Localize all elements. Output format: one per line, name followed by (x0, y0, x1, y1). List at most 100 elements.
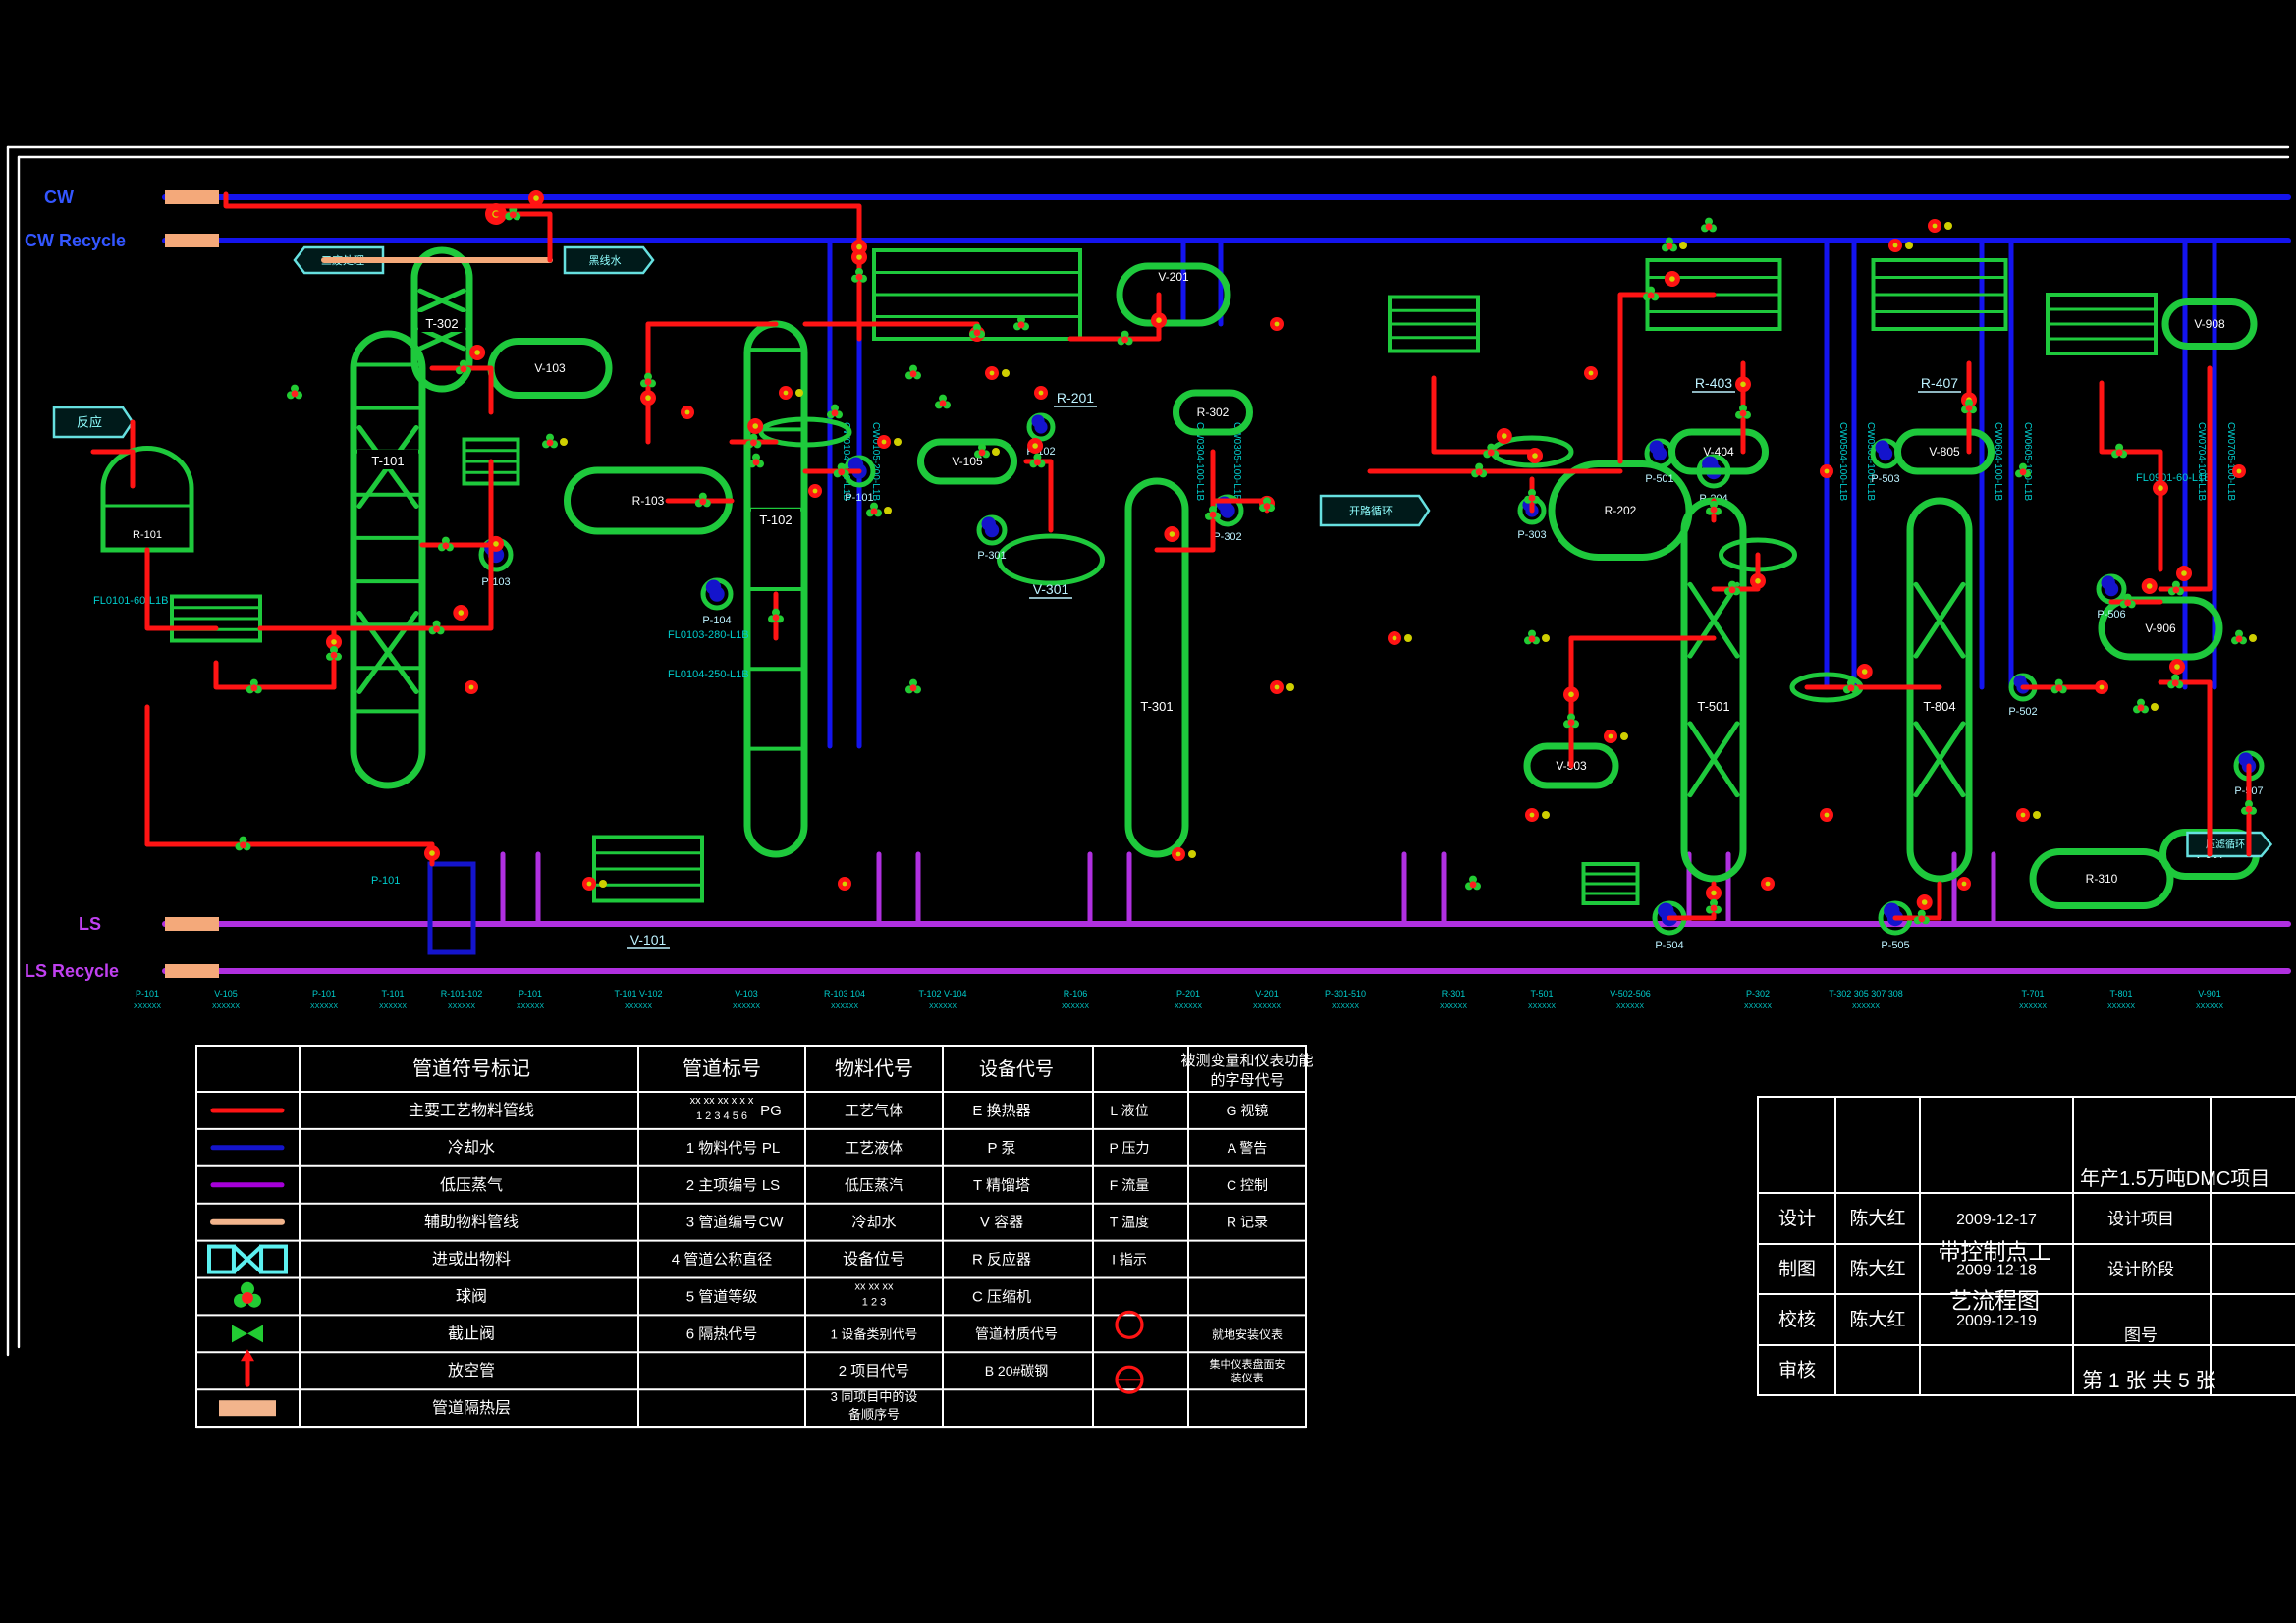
svg-text:XXXXXX: XXXXXX (517, 1003, 544, 1010)
svg-text:1 2 3: 1 2 3 (862, 1297, 886, 1309)
svg-text:XXXXXX: XXXXXX (1253, 1003, 1281, 1010)
svg-text:制图: 制图 (1778, 1259, 1816, 1280)
svg-text:集中仪表盘面安: 集中仪表盘面安 (1210, 1357, 1285, 1371)
svg-text:P-502: P-502 (2008, 706, 2037, 718)
svg-text:XXXXXX: XXXXXX (1528, 1003, 1556, 1010)
svg-text:F 流量: F 流量 (1110, 1177, 1149, 1193)
svg-text:2009-12-19: 2009-12-19 (1956, 1313, 2037, 1329)
svg-text:XXXXXX: XXXXXX (1744, 1003, 1772, 1010)
svg-text:P-101: P-101 (845, 492, 873, 504)
svg-text:设计项目: 设计项目 (2107, 1210, 2174, 1228)
svg-text:R-106: R-106 (1064, 989, 1088, 999)
svg-text:陈大红: 陈大红 (1849, 1259, 1905, 1280)
svg-text:V-301: V-301 (1033, 581, 1069, 597)
svg-text:R-103: R-103 (632, 494, 665, 508)
svg-text:2009-12-17: 2009-12-17 (1956, 1212, 2037, 1228)
svg-text:C 压缩机: C 压缩机 (972, 1289, 1031, 1306)
svg-text:物料代号: 物料代号 (835, 1057, 913, 1080)
svg-text:P-101: P-101 (136, 989, 159, 999)
svg-text:V-101: V-101 (630, 932, 667, 947)
svg-text:CW Recycle: CW Recycle (25, 231, 126, 250)
svg-text:2 项目代号: 2 项目代号 (839, 1363, 910, 1380)
svg-text:开路循环: 开路循环 (1349, 505, 1393, 517)
svg-text:V-103: V-103 (534, 361, 566, 375)
svg-text:P-201: P-201 (1176, 989, 1200, 999)
svg-text:校核: 校核 (1778, 1309, 1816, 1330)
svg-text:FL0103-280-L1B: FL0103-280-L1B (668, 629, 749, 641)
svg-text:C 控制: C 控制 (1227, 1177, 1268, 1193)
svg-text:3 管道编号: 3 管道编号 (686, 1215, 758, 1231)
svg-text:R-302: R-302 (1197, 406, 1230, 419)
svg-text:R-101-102: R-101-102 (441, 989, 483, 999)
svg-text:LS: LS (79, 914, 101, 934)
svg-text:T-302 305 307 308: T-302 305 307 308 (1829, 989, 1903, 999)
svg-text:V-105: V-105 (214, 989, 238, 999)
svg-text:V-404: V-404 (1703, 445, 1734, 459)
svg-text:XXXXXX: XXXXXX (1332, 1003, 1359, 1010)
svg-text:XXXXXX: XXXXXX (2019, 1003, 2047, 1010)
svg-text:xx xx xx x x x: xx xx xx x x x (690, 1095, 754, 1107)
svg-text:P-503: P-503 (1871, 473, 1899, 485)
svg-text:进或出物料: 进或出物料 (432, 1251, 511, 1269)
svg-text:G 视镜: G 视镜 (1227, 1103, 1269, 1118)
svg-text:B 20#碳钢: B 20#碳钢 (985, 1363, 1049, 1379)
svg-text:辅助物料管线: 辅助物料管线 (424, 1214, 519, 1231)
svg-text:备顺序号: 备顺序号 (848, 1407, 900, 1422)
svg-text:低压蒸气: 低压蒸气 (440, 1176, 503, 1194)
svg-text:设计: 设计 (1778, 1208, 1816, 1229)
svg-text:1 物料代号: 1 物料代号 (686, 1140, 758, 1157)
svg-text:V-805: V-805 (1929, 445, 1960, 459)
svg-text:管道标号: 管道标号 (683, 1057, 761, 1080)
svg-text:V-908: V-908 (2194, 317, 2225, 331)
svg-text:工艺液体: 工艺液体 (845, 1140, 903, 1157)
svg-text:2009-12-18: 2009-12-18 (1956, 1263, 2037, 1279)
svg-text:第 1 张 共 5 张: 第 1 张 共 5 张 (2082, 1370, 2216, 1392)
svg-text:R-407: R-407 (1921, 375, 1958, 391)
svg-text:就地安装仪表: 就地安装仪表 (1212, 1326, 1283, 1341)
svg-text:工艺气体: 工艺气体 (845, 1103, 903, 1119)
svg-text:1 2 3 4 5 6: 1 2 3 4 5 6 (696, 1110, 747, 1122)
svg-text:V-201: V-201 (1255, 989, 1279, 999)
svg-text:管道符号标记: 管道符号标记 (412, 1057, 530, 1080)
svg-text:T 精馏塔: T 精馏塔 (973, 1177, 1030, 1194)
svg-text:T-101: T-101 (381, 989, 404, 999)
svg-text:XXXXXX: XXXXXX (134, 1003, 161, 1010)
svg-text:R-201: R-201 (1057, 390, 1094, 406)
svg-text:P-103: P-103 (481, 576, 510, 588)
svg-text:冷却水: 冷却水 (448, 1139, 495, 1157)
svg-text:V-901: V-901 (2198, 989, 2221, 999)
svg-text:P-301-510: P-301-510 (1325, 989, 1366, 999)
svg-text:XXXXXX: XXXXXX (831, 1003, 858, 1010)
svg-text:带控制点工: 带控制点工 (1939, 1239, 2051, 1265)
svg-text:R-202: R-202 (1605, 504, 1637, 517)
svg-text:R 记录: R 记录 (1227, 1215, 1268, 1230)
svg-text:FL0104-250-L1B: FL0104-250-L1B (668, 669, 749, 680)
svg-text:XXXXXX: XXXXXX (310, 1003, 338, 1010)
svg-text:PL: PL (762, 1140, 780, 1157)
svg-text:图号: 图号 (2124, 1326, 2158, 1345)
svg-text:被测变量和仪表功能: 被测变量和仪表功能 (1180, 1053, 1313, 1069)
svg-text:4 管道公称直径: 4 管道公称直径 (672, 1252, 773, 1269)
svg-text:V-502-506: V-502-506 (1610, 989, 1651, 999)
svg-text:XXXXXX: XXXXXX (1175, 1003, 1202, 1010)
svg-text:年产1.5万吨DMC项目: 年产1.5万吨DMC项目 (2080, 1167, 2269, 1190)
svg-text:P 泵: P 泵 (988, 1140, 1016, 1157)
svg-text:T-101: T-101 (371, 454, 404, 468)
svg-text:放空管: 放空管 (448, 1362, 495, 1380)
svg-text:V-201: V-201 (1158, 270, 1189, 284)
svg-text:V-906: V-906 (2145, 622, 2176, 635)
svg-text:XXXXXX: XXXXXX (1852, 1003, 1880, 1010)
svg-text:XXXXXX: XXXXXX (929, 1003, 957, 1010)
svg-text:CW0604-100-L1B: CW0604-100-L1B (1993, 422, 2003, 501)
svg-text:XXXXXX: XXXXXX (1616, 1003, 1644, 1010)
svg-text:V 容器: V 容器 (980, 1215, 1023, 1231)
svg-text:LS Recycle: LS Recycle (25, 961, 119, 981)
svg-text:5 管道等级: 5 管道等级 (686, 1288, 758, 1306)
svg-text:P-301: P-301 (977, 550, 1006, 562)
svg-text:CW0504-100-L1B: CW0504-100-L1B (1837, 422, 1848, 501)
svg-text:6 隔热代号: 6 隔热代号 (686, 1325, 758, 1342)
svg-text:P-505: P-505 (1881, 940, 1909, 951)
svg-text:设备位号: 设备位号 (843, 1251, 905, 1269)
svg-text:设备代号: 设备代号 (979, 1058, 1054, 1080)
svg-text:冷却水: 冷却水 (851, 1215, 896, 1231)
